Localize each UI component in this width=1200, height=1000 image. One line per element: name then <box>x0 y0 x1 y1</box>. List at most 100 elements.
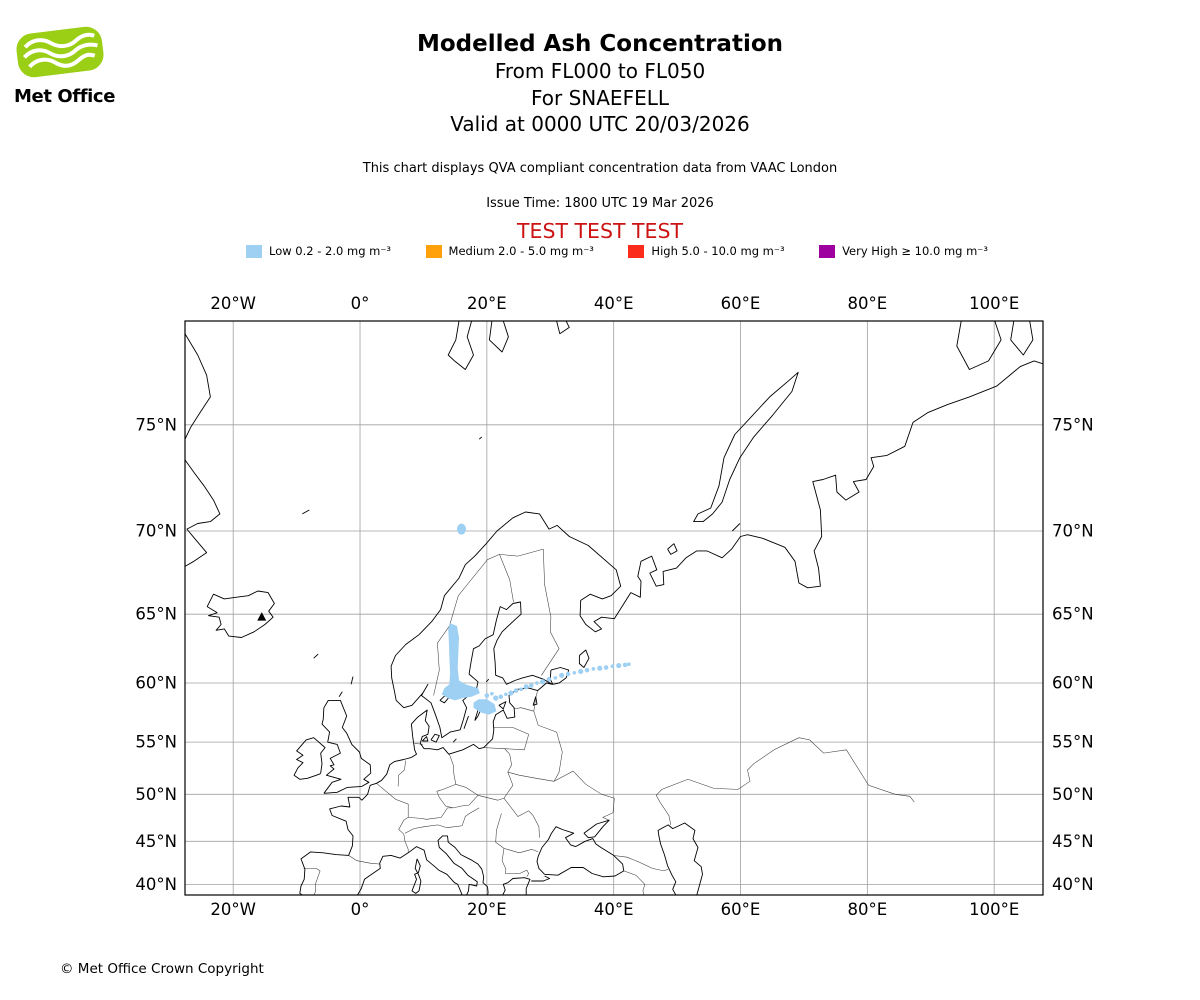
coastline-path <box>667 543 678 555</box>
legend-swatch-high <box>628 244 645 258</box>
lat-tick-label-right: 55°N <box>1052 733 1094 752</box>
ash-trail-dot <box>490 691 494 696</box>
ash-trail-dot <box>622 662 628 668</box>
lon-tick-label-top: 40°E <box>594 294 634 313</box>
legend-swatch-very-high <box>819 244 836 258</box>
border-path <box>414 743 423 745</box>
ash-overlay <box>441 523 631 715</box>
coastline-path <box>299 360 1043 895</box>
coastline-path <box>657 822 703 895</box>
coastline-path <box>293 737 326 780</box>
ash-trail-dot <box>513 688 519 693</box>
border-path <box>504 748 512 773</box>
border-path <box>655 737 915 825</box>
ash-trail-dot <box>559 672 565 678</box>
border-path <box>449 754 457 785</box>
border-path <box>495 813 539 854</box>
ash-trail-dot <box>523 684 529 690</box>
chart-title: Modelled Ash Concentration <box>416 31 784 57</box>
lon-tick-label-bottom: 60°E <box>721 900 761 919</box>
coastline-path <box>731 523 741 532</box>
coastline-path <box>452 738 457 743</box>
legend-label-medium: Medium 2.0 - 5.0 mg m⁻³ <box>448 244 594 258</box>
ash-trail-dot <box>535 681 539 685</box>
lon-tick-label-top: 0° <box>351 294 370 313</box>
lat-tick-label-right: 50°N <box>1052 785 1094 804</box>
met-office-logo-text: Met Office <box>14 86 116 107</box>
border-path <box>303 868 321 895</box>
lat-tick-label-right: 75°N <box>1052 415 1094 434</box>
ash-trail-dot <box>610 664 615 669</box>
valid-time-line: Valid at 0000 UTC 20/03/2026 <box>450 112 750 136</box>
border-path <box>533 690 538 712</box>
border-path <box>503 798 540 838</box>
lat-tick-label-left: 40°N <box>135 875 177 894</box>
coastline-path <box>357 846 463 895</box>
ash-trail-dot <box>584 667 590 673</box>
ash-trail-dot <box>597 665 603 671</box>
border-path <box>477 795 505 801</box>
lat-tick-label-left: 65°N <box>135 605 177 624</box>
ash-trail-dot <box>603 665 609 670</box>
coastline-path <box>478 436 483 440</box>
coastline-path <box>411 858 422 894</box>
ash-trail-dot <box>616 662 622 669</box>
coastline-path <box>313 653 319 659</box>
legend-swatch-medium <box>425 244 442 258</box>
coastline-path <box>430 733 440 743</box>
ash-baltic-patch <box>473 699 497 715</box>
coastline-path <box>463 715 469 729</box>
legend-item-medium: Medium 2.0 - 5.0 mg m⁻³ <box>425 244 594 258</box>
coastline-path <box>485 678 490 683</box>
lon-tick-label-bottom: 20°W <box>210 900 256 919</box>
coastline-path <box>498 701 507 710</box>
volcano-name-line: For SNAEFELL <box>530 85 669 110</box>
coastline-path <box>1010 321 1034 356</box>
border-path <box>433 548 544 696</box>
lon-tick-label-bottom: 40°E <box>594 900 634 919</box>
chart-header: Modelled Ash Concentration From FL000 to… <box>0 30 1200 243</box>
legend-swatch-low <box>246 244 262 258</box>
ash-trail-dot <box>578 668 584 675</box>
coastline-path <box>302 509 310 515</box>
copyright-notice: © Met Office Crown Copyright <box>60 961 264 977</box>
flight-level-range: From FL000 to FL050 <box>494 59 706 83</box>
legend-label-low: Low 0.2 - 2.0 mg m⁻³ <box>269 244 392 258</box>
lat-tick-label-right: 70°N <box>1052 521 1094 540</box>
coastline-path <box>185 333 211 440</box>
ash-northern-spot <box>456 523 466 535</box>
coastline-path <box>321 699 372 794</box>
ash-trail-dot <box>519 687 523 692</box>
coastline-path <box>556 321 570 335</box>
ash-trail-dot <box>572 670 577 675</box>
lon-tick-label-top: 20°W <box>210 294 256 313</box>
coastline-path <box>583 819 610 839</box>
ash-trail-dot <box>591 667 596 671</box>
border-path <box>493 727 529 735</box>
border-path <box>397 760 406 787</box>
coastline-path <box>532 696 538 706</box>
lat-tick-label-right: 40°N <box>1052 875 1094 894</box>
coastline-path <box>439 693 450 704</box>
border-path <box>436 784 479 809</box>
ash-trail-dot <box>540 679 546 685</box>
test-banner: TEST TEST TEST <box>516 218 684 243</box>
ash-trail-dot <box>484 693 490 698</box>
coastline-path <box>474 708 482 721</box>
issue-time: Issue Time: 1800 UTC 19 Mar 2026 <box>486 195 714 211</box>
coastline-path <box>488 321 509 353</box>
coastline-path <box>437 835 489 895</box>
border-path <box>348 855 381 865</box>
border-path <box>514 707 534 712</box>
lat-tick-label-left: 70°N <box>135 521 177 540</box>
met-office-logo-mark <box>16 26 104 78</box>
lat-tick-label-left: 75°N <box>135 415 177 434</box>
lat-tick-label-left: 45°N <box>135 832 177 851</box>
legend-label-high: High 5.0 - 10.0 mg m⁻³ <box>651 244 785 258</box>
coastline-path <box>693 371 799 523</box>
coastline-path <box>549 667 570 685</box>
coastlines <box>185 321 1043 895</box>
legend-item-low: Low 0.2 - 2.0 mg m⁻³ <box>246 244 391 258</box>
lat-tick-label-right: 60°N <box>1052 674 1094 693</box>
lon-tick-label-bottom: 80°E <box>848 900 888 919</box>
